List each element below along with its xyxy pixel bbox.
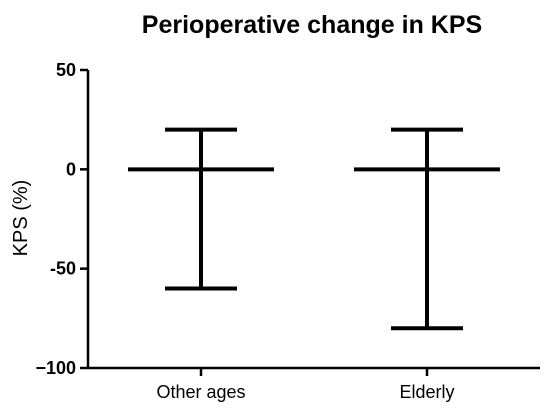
y-tick-label: -50 [50,259,76,279]
y-tick-label: 50 [56,60,76,80]
y-tick-label: −100 [35,358,76,378]
chart-title: Perioperative change in KPS [142,11,482,39]
x-axis: Other ages Elderly [88,366,540,402]
x-tick-label: Other ages [156,382,245,402]
range-group [128,127,274,291]
y-tick-label: 0 [66,159,76,179]
y-axis-label: KPS (%) [10,180,32,257]
x-tick-label: Elderly [399,382,454,402]
plot-marks [128,127,500,331]
y-axis: 50 0 -50 −100 [35,60,90,378]
range-group [354,127,500,331]
